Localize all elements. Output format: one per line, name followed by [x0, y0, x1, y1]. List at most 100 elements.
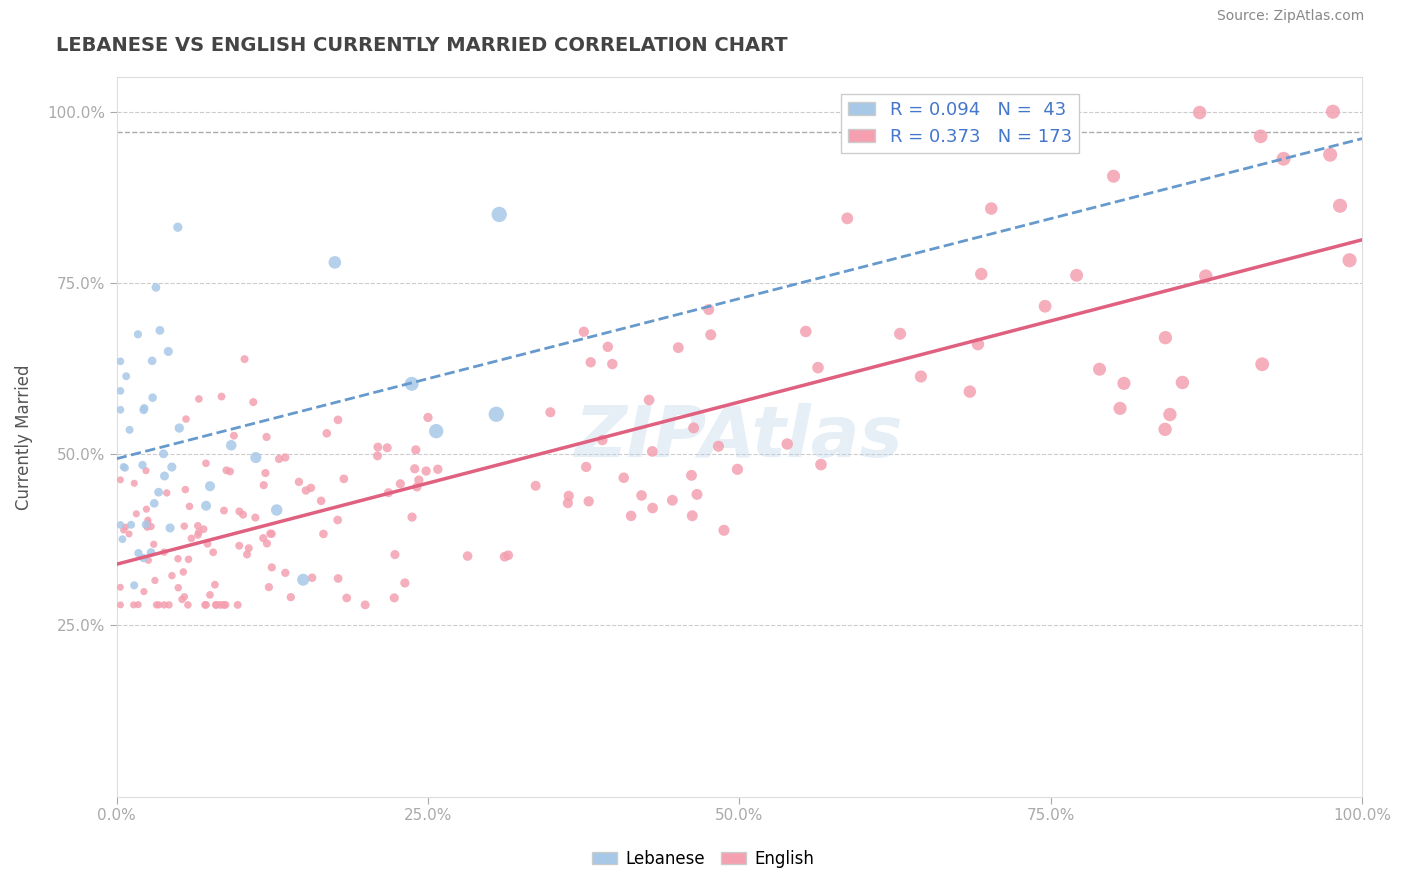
Point	[681, 508, 703, 523]
Point	[967, 337, 990, 351]
Point	[110, 598, 132, 612]
Point	[596, 340, 619, 354]
Point	[187, 392, 209, 406]
Point	[160, 460, 183, 475]
Point	[157, 344, 180, 359]
Point	[260, 560, 283, 574]
Point	[228, 539, 250, 553]
Point	[135, 502, 157, 516]
Point	[333, 472, 356, 486]
Point	[236, 548, 259, 562]
Point	[110, 354, 132, 368]
Point	[132, 584, 155, 599]
Point	[122, 578, 145, 592]
Point	[494, 549, 516, 564]
Point	[415, 464, 437, 478]
Point	[260, 526, 283, 541]
Point	[707, 439, 730, 453]
Point	[257, 580, 280, 594]
Point	[193, 522, 215, 536]
Point	[159, 521, 181, 535]
Point	[1322, 104, 1344, 119]
Text: Source: ZipAtlas.com: Source: ZipAtlas.com	[1216, 9, 1364, 23]
Point	[160, 568, 183, 582]
Point	[274, 450, 297, 465]
Point	[394, 576, 416, 591]
Point	[1112, 376, 1135, 391]
Point	[134, 401, 156, 416]
Point	[167, 421, 190, 435]
Point	[810, 458, 832, 472]
Point	[1272, 152, 1295, 166]
Point	[167, 581, 190, 595]
Point	[326, 413, 349, 427]
Point	[173, 590, 195, 604]
Point	[172, 565, 194, 579]
Point	[157, 598, 180, 612]
Point	[136, 513, 159, 527]
Point	[136, 516, 159, 530]
Point	[177, 598, 200, 612]
Point	[245, 510, 267, 524]
Point	[226, 598, 249, 612]
Point	[416, 410, 439, 425]
Point	[138, 553, 160, 567]
Point	[641, 501, 664, 516]
Point	[253, 478, 276, 492]
Point	[136, 520, 159, 534]
Point	[1102, 169, 1125, 184]
Point	[204, 577, 226, 591]
Point	[1250, 129, 1272, 144]
Point	[195, 499, 218, 513]
Point	[111, 532, 134, 546]
Point	[980, 202, 1002, 216]
Point	[1171, 376, 1194, 390]
Point	[682, 421, 704, 435]
Point	[309, 493, 332, 508]
Point	[367, 440, 389, 454]
Point	[620, 508, 643, 523]
Point	[1339, 253, 1361, 268]
Point	[148, 485, 170, 500]
Point	[132, 551, 155, 566]
Text: ZIPAtlas: ZIPAtlas	[575, 402, 904, 472]
Text: LEBANESE VS ENGLISH CURRENTLY MARRIED CORRELATION CHART: LEBANESE VS ENGLISH CURRENTLY MARRIED CO…	[56, 36, 787, 54]
Point	[1109, 401, 1132, 416]
Point	[112, 459, 135, 474]
Point	[1188, 105, 1211, 120]
Point	[166, 220, 188, 235]
Point	[538, 405, 561, 419]
Point	[153, 469, 176, 483]
Point	[110, 580, 132, 594]
Point	[232, 508, 254, 522]
Point	[122, 476, 145, 491]
Point	[256, 536, 278, 550]
Point	[301, 571, 323, 585]
Point	[1329, 199, 1351, 213]
Legend: Lebanese, English: Lebanese, English	[585, 844, 821, 875]
Point	[557, 496, 579, 510]
Point	[910, 369, 932, 384]
Point	[970, 267, 993, 281]
Point	[156, 486, 179, 500]
Point	[299, 481, 322, 495]
Point	[212, 503, 235, 517]
Point	[145, 598, 167, 612]
Point	[713, 523, 735, 537]
Point	[112, 523, 135, 537]
Point	[496, 549, 519, 563]
Point	[666, 341, 689, 355]
Point	[194, 598, 217, 612]
Point	[638, 392, 661, 407]
Point	[326, 572, 349, 586]
Point	[405, 480, 427, 494]
Point	[288, 475, 311, 489]
Point	[219, 465, 242, 479]
Point	[145, 280, 167, 294]
Point	[425, 424, 447, 438]
Point	[114, 520, 136, 534]
Point	[889, 326, 911, 341]
Point	[174, 412, 197, 426]
Point	[725, 462, 748, 476]
Point	[238, 541, 260, 556]
